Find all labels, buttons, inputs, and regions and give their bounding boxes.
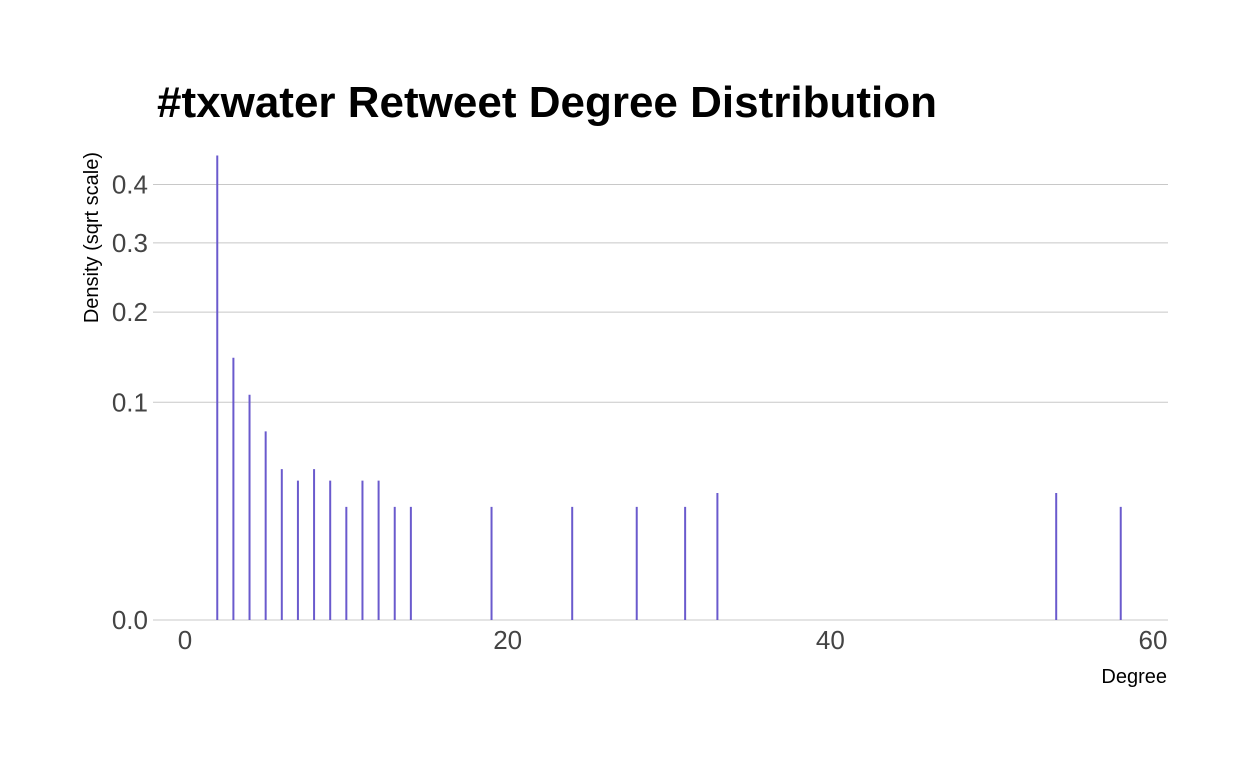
y-tick-label: 0.4 — [112, 170, 148, 200]
chart-title: #txwater Retweet Degree Distribution — [157, 78, 937, 127]
x-tick-label: 0 — [178, 625, 192, 655]
y-tick-label: 0.0 — [112, 605, 148, 635]
y-tick-labels: 0.0 0.1 0.2 0.3 0.4 — [112, 170, 148, 635]
y-tick-label: 0.1 — [112, 387, 148, 417]
x-axis-title: Degree — [1101, 666, 1167, 688]
x-tick-label: 20 — [493, 625, 522, 655]
bars — [216, 155, 1122, 620]
y-axis-title: Density (sqrt scale) — [81, 152, 103, 323]
x-tick-label: 60 — [1139, 625, 1168, 655]
gridlines — [153, 184, 1168, 621]
x-tick-labels: 0 20 40 60 — [178, 625, 1168, 655]
x-tick-label: 40 — [816, 625, 845, 655]
y-tick-label: 0.3 — [112, 228, 148, 258]
y-tick-label: 0.2 — [112, 297, 148, 327]
